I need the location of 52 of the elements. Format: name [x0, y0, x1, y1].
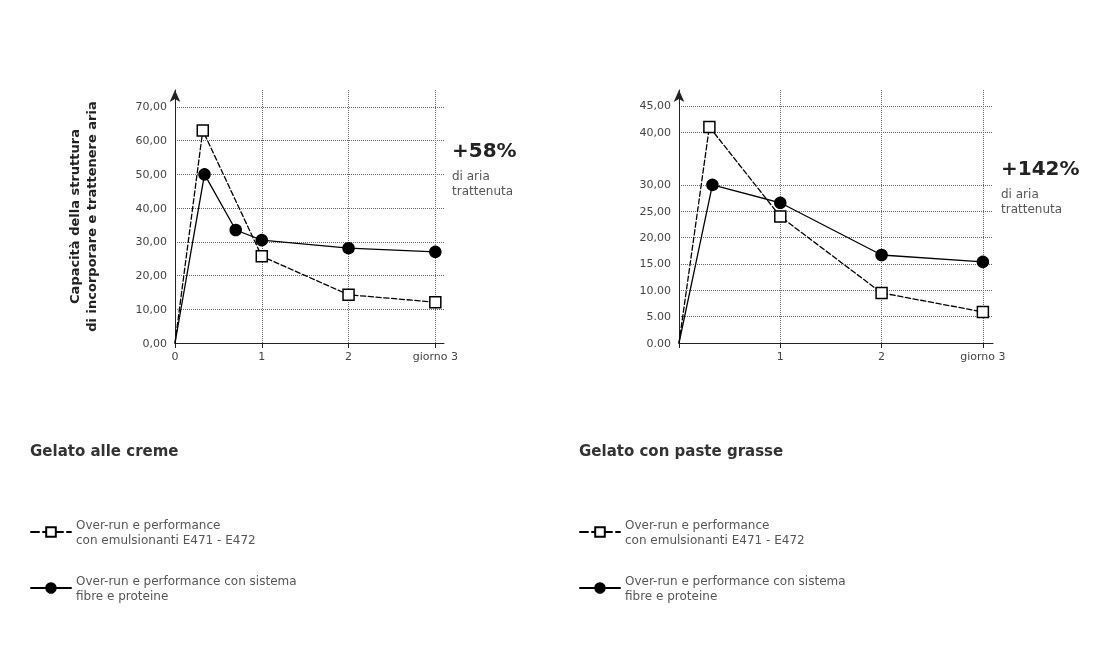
point: [774, 210, 787, 223]
point: [198, 168, 211, 181]
text: di aria trattenuta: [1001, 186, 1063, 216]
x-tick-label: 1: [776, 350, 784, 363]
y-tick-label: 10.00: [639, 283, 671, 297]
y-tick-label: 20,00: [135, 269, 167, 283]
point: [703, 120, 716, 134]
y-tick-label: 45,00: [639, 99, 671, 113]
y-tick-label: 15.00: [639, 257, 671, 271]
point: [976, 255, 990, 269]
text: +142%: [1001, 156, 1080, 180]
x-tick-label: 2: [878, 350, 886, 363]
y-tick-label: 10,00: [135, 302, 167, 316]
text: di aria trattenuta: [452, 168, 514, 198]
legend-label: Over-run e performance con emulsionanti E471 - E472: [625, 517, 805, 547]
y-tick-label: 60,00: [135, 134, 167, 148]
x-tick-label: 1: [258, 350, 266, 363]
point: [255, 233, 269, 247]
point: [229, 223, 242, 237]
point: [196, 124, 210, 137]
y-tick-label: 0.00: [646, 336, 671, 350]
y-axis-title: Capacità della struttura di incorporare e trattenere aria: [67, 101, 99, 332]
point: [255, 250, 269, 263]
point: [429, 245, 442, 259]
x-tick-label: 0: [171, 350, 179, 363]
text: +58%: [452, 138, 517, 162]
y-tick-label: 25,00: [639, 204, 671, 218]
y-tick-label: 40,00: [135, 201, 167, 215]
y-tick-label: 5.00: [646, 310, 671, 324]
y-tick-label: 20,00: [639, 231, 671, 245]
y-tick-label: 0,00: [142, 336, 167, 350]
legend-label: Over-run e performance con sistema fibre e proteine: [625, 573, 846, 603]
y-tick-label: 30,00: [135, 235, 167, 249]
x-tick-label: giorno 3: [412, 350, 458, 363]
y-tick-label: 70,00: [135, 100, 167, 114]
point: [875, 248, 888, 262]
text: Gelato alle creme: [30, 441, 179, 460]
y-tick-label: 40,00: [639, 125, 671, 139]
point: [976, 305, 990, 319]
y-tick-label: 50,00: [135, 167, 167, 181]
y-tick-label: 30,00: [639, 178, 671, 192]
text: Gelato con paste grasse: [579, 441, 784, 460]
point: [706, 178, 719, 192]
x-tick-label: giorno 3: [960, 350, 1006, 363]
legend-label: Over-run e performance con sistema fibre e proteine: [76, 573, 297, 603]
point: [342, 288, 355, 302]
x-tick-label: 2: [345, 350, 353, 363]
point: [875, 286, 888, 300]
legend-label: Over-run e performance con emulsionanti E471 - E472: [76, 517, 256, 547]
point: [342, 241, 355, 255]
point: [429, 295, 442, 309]
point: [774, 196, 787, 210]
